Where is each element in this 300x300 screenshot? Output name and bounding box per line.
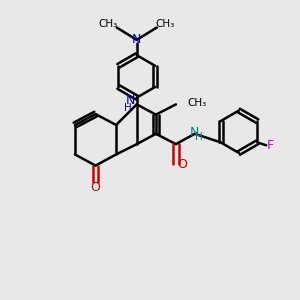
Text: N: N: [190, 126, 199, 139]
Text: N: N: [132, 33, 141, 46]
Text: H: H: [195, 132, 203, 142]
Text: CH₃: CH₃: [187, 98, 206, 108]
Text: H: H: [124, 103, 132, 113]
Text: N: N: [126, 94, 135, 107]
Text: F: F: [267, 139, 274, 152]
Text: O: O: [91, 181, 100, 194]
Text: CH₃: CH₃: [99, 19, 118, 29]
Text: CH₃: CH₃: [155, 19, 175, 29]
Text: O: O: [177, 158, 187, 171]
